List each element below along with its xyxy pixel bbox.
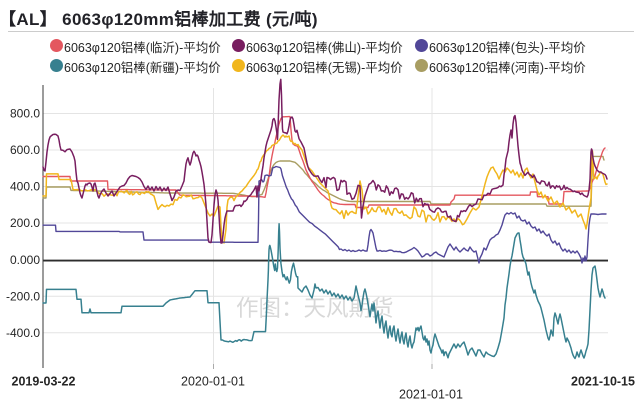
svg-text:-200.0: -200.0 <box>6 289 40 303</box>
svg-text:2020-01-01: 2020-01-01 <box>181 375 245 389</box>
svg-text:400.0: 400.0 <box>10 180 40 194</box>
svg-text:600.0: 600.0 <box>10 143 40 157</box>
svg-text:2021-10-15: 2021-10-15 <box>571 375 635 389</box>
svg-text:200.0: 200.0 <box>10 216 40 230</box>
svg-text:2019-03-22: 2019-03-22 <box>12 375 76 389</box>
svg-text:2021-01-01: 2021-01-01 <box>399 388 463 402</box>
svg-text:0.000: 0.000 <box>10 253 40 267</box>
svg-text:800.0: 800.0 <box>10 107 40 121</box>
svg-text:-400.0: -400.0 <box>6 326 40 340</box>
